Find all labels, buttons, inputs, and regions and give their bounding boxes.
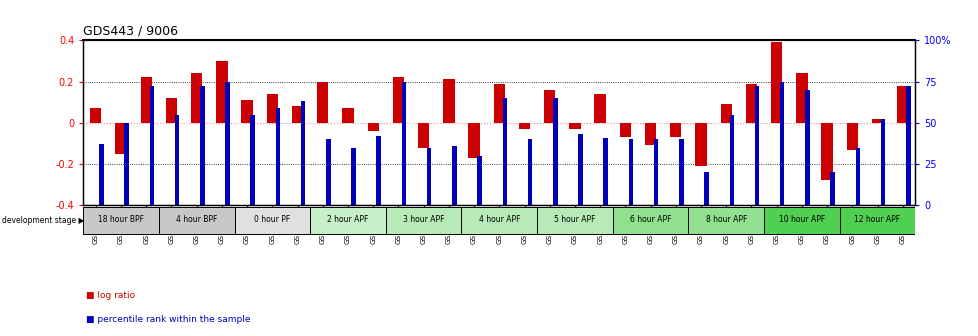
Bar (141, 77, 152, 123)
Bar (385, 207, 461, 234)
Bar (326, 139, 331, 205)
Bar (200, 86, 204, 205)
Bar (628, 139, 633, 205)
Bar (679, 139, 683, 205)
Text: 12 hour APF: 12 hour APF (854, 215, 900, 224)
Bar (653, 139, 658, 205)
Text: 18 hour BPF: 18 hour BPF (98, 215, 144, 224)
Bar (804, 90, 809, 205)
Bar (502, 98, 507, 205)
Bar (855, 148, 860, 205)
Bar (165, 98, 177, 123)
Bar (418, 123, 429, 148)
Bar (896, 86, 908, 123)
Bar (115, 123, 126, 154)
Bar (703, 172, 708, 205)
Bar (276, 108, 280, 205)
Text: 4 hour BPF: 4 hour BPF (176, 215, 217, 224)
Bar (426, 148, 431, 205)
Bar (90, 108, 102, 123)
Bar (829, 172, 834, 205)
Bar (242, 100, 252, 123)
Text: GDS443 / 9006: GDS443 / 9006 (83, 25, 178, 38)
Bar (518, 123, 530, 129)
Bar (83, 207, 158, 234)
Bar (99, 144, 104, 205)
Bar (266, 94, 278, 123)
Bar (310, 207, 385, 234)
Bar (443, 80, 454, 123)
Text: ■ percentile rank within the sample: ■ percentile rank within the sample (86, 315, 250, 324)
Text: 0 hour PF: 0 hour PF (254, 215, 290, 224)
Text: 3 hour APF: 3 hour APF (403, 215, 444, 224)
Bar (527, 139, 532, 205)
Bar (367, 123, 378, 131)
Bar (377, 136, 380, 205)
Bar (779, 82, 783, 205)
Bar (871, 119, 882, 123)
Text: ■ log ratio: ■ log ratio (86, 291, 135, 300)
Text: 8 hour APF: 8 hour APF (705, 215, 746, 224)
Bar (754, 86, 759, 205)
Bar (351, 148, 355, 205)
Bar (537, 207, 612, 234)
Bar (191, 73, 202, 123)
Bar (544, 90, 555, 123)
Text: 2 hour APF: 2 hour APF (327, 215, 369, 224)
Bar (392, 77, 404, 123)
Bar (124, 123, 129, 205)
Bar (795, 73, 807, 123)
Bar (158, 207, 235, 234)
Bar (612, 207, 688, 234)
Bar (342, 108, 353, 123)
Bar (216, 61, 227, 123)
Bar (729, 115, 734, 205)
Bar (905, 86, 910, 205)
Bar (477, 156, 481, 205)
Bar (720, 104, 732, 123)
Bar (235, 207, 310, 234)
Bar (694, 123, 706, 166)
Bar (688, 207, 763, 234)
Bar (745, 84, 756, 123)
Bar (645, 123, 655, 145)
Bar (880, 120, 884, 205)
Bar (821, 123, 832, 180)
Bar (602, 138, 607, 205)
Bar (250, 115, 254, 205)
Bar (291, 106, 303, 123)
Text: 10 hour APF: 10 hour APF (778, 215, 824, 224)
Bar (174, 115, 179, 205)
Bar (493, 84, 505, 123)
Bar (225, 82, 230, 205)
Bar (763, 207, 839, 234)
Bar (619, 123, 631, 137)
Bar (594, 94, 605, 123)
Bar (150, 86, 154, 205)
Bar (467, 123, 479, 158)
Bar (578, 134, 582, 205)
Bar (846, 123, 857, 150)
Bar (670, 123, 681, 137)
Text: development stage ▶: development stage ▶ (2, 216, 84, 225)
Bar (553, 98, 557, 205)
Bar (568, 123, 580, 129)
Bar (317, 82, 328, 123)
Text: 4 hour APF: 4 hour APF (478, 215, 519, 224)
Text: 6 hour APF: 6 hour APF (629, 215, 671, 224)
Bar (452, 146, 456, 205)
Bar (839, 207, 914, 234)
Bar (401, 82, 406, 205)
Text: 5 hour APF: 5 hour APF (554, 215, 595, 224)
Bar (771, 42, 781, 123)
Bar (461, 207, 537, 234)
Bar (300, 101, 305, 205)
